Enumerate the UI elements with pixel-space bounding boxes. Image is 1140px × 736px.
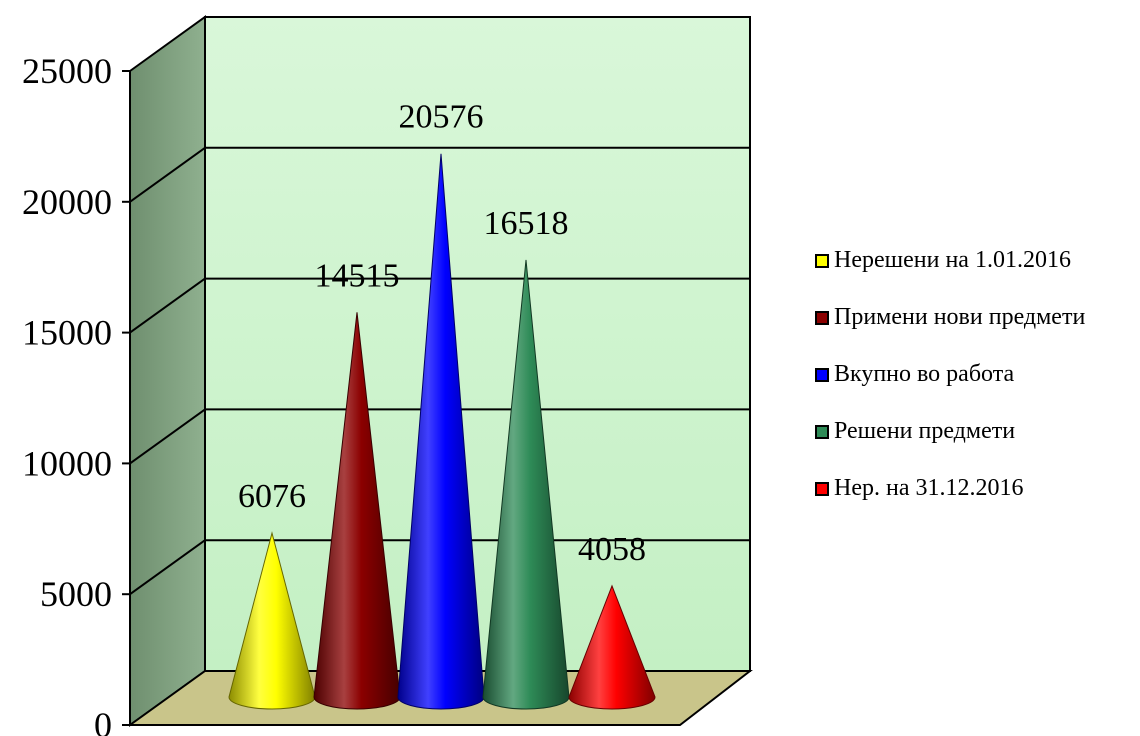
legend-swatch	[815, 310, 829, 325]
cone-body	[568, 584, 656, 710]
legend-label: Решени предмети	[834, 418, 1016, 444]
gridline-side	[129, 277, 206, 334]
legend-item: Нерешени на 1.01.2016	[815, 232, 1085, 289]
gridline-side	[129, 408, 206, 465]
legend-item: Вкупно во работа	[815, 346, 1085, 403]
y-tick-label: 25000	[22, 51, 112, 91]
data-label: 14515	[315, 257, 400, 294]
cones	[228, 153, 656, 710]
chart-side-wall	[129, 15, 206, 727]
legend-item: Примени нови предмети	[815, 289, 1085, 346]
legend-label: Нерешени на 1.01.2016	[834, 247, 1071, 273]
cone-5	[568, 584, 656, 710]
legend-label: Нер. на 31.12.2016	[834, 475, 1024, 501]
legend-item: Нер. на 31.12.2016	[815, 460, 1085, 517]
y-tick-label: 0	[94, 705, 112, 736]
gridline-side	[129, 146, 206, 203]
data-label: 6076	[238, 478, 306, 515]
y-tick-label: 5000	[40, 574, 112, 614]
data-label: 4058	[578, 531, 646, 568]
data-label: 16518	[484, 205, 569, 242]
cone-body	[228, 531, 316, 710]
legend-item: Решени предмети	[815, 403, 1085, 460]
cone-body	[397, 153, 485, 710]
gridline-side	[129, 539, 206, 596]
cone-body	[482, 259, 570, 710]
gridlines	[129, 146, 750, 596]
cone-1	[228, 531, 316, 710]
legend-label: Примени нови предмети	[834, 304, 1086, 330]
legend-label: Вкупно во работа	[834, 361, 1015, 387]
legend-swatch	[815, 253, 829, 268]
legend-swatch	[815, 367, 829, 382]
legend-swatch	[815, 424, 829, 439]
data-label: 20576	[399, 99, 484, 136]
y-tick-label: 10000	[22, 443, 112, 483]
data-labels: 6076 14515 20576 16518 4058	[238, 99, 646, 568]
y-axis-tick-labels: 0 5000 10000 15000 20000 25000	[22, 51, 112, 736]
y-axis	[122, 70, 131, 726]
y-tick-label: 20000	[22, 182, 112, 222]
cone-4	[482, 259, 570, 710]
legend: Нерешени на 1.01.2016 Примени нови предме…	[815, 232, 1085, 517]
cone-3	[397, 153, 485, 710]
y-tick-label: 15000	[22, 313, 112, 353]
legend-swatch	[815, 481, 829, 496]
